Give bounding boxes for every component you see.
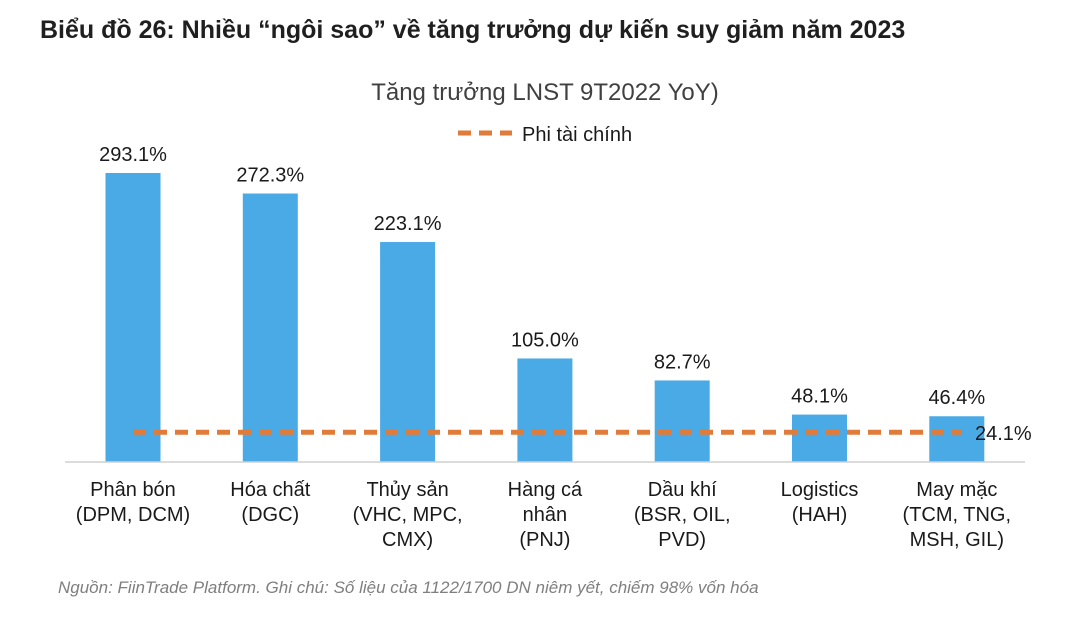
category-label-5-1: (HAH) bbox=[792, 504, 848, 526]
bar-value-label-3: 105.0% bbox=[511, 329, 579, 351]
bar-value-label-2: 223.1% bbox=[374, 213, 442, 235]
category-label-0-1: (DPM, DCM) bbox=[76, 504, 190, 526]
bar-0 bbox=[105, 173, 161, 462]
category-label-6-2: MSH, GIL) bbox=[910, 529, 1004, 551]
category-label-2-2: CMX) bbox=[382, 529, 433, 551]
source-note: Nguồn: FiinTrade Platform. Ghi chú: Số l… bbox=[58, 578, 759, 597]
category-label-4-1: (BSR, OIL, bbox=[634, 504, 731, 526]
category-label-1-1: (DGC) bbox=[241, 504, 299, 526]
bar-value-label-1: 272.3% bbox=[236, 165, 304, 187]
category-label-6-1: (TCM, TNG, bbox=[903, 504, 1012, 526]
category-label-1-0: Hóa chất bbox=[230, 479, 310, 501]
category-label-3-0: Hàng cá bbox=[508, 479, 583, 501]
category-label-4-0: Dầu khí bbox=[648, 479, 717, 501]
category-label-5-0: Logistics bbox=[781, 479, 859, 501]
category-label-6-0: May mặc bbox=[916, 479, 997, 501]
legend-label: Phi tài chính bbox=[522, 124, 632, 146]
category-label-3-1: nhân bbox=[523, 504, 568, 526]
bar-4 bbox=[654, 380, 710, 462]
bar-value-label-0: 293.1% bbox=[99, 144, 167, 166]
figure-title: Biểu đồ 26: Nhiều “ngôi sao” về tăng trư… bbox=[40, 16, 906, 44]
category-label-0-0: Phân bón bbox=[90, 479, 176, 501]
category-label-4-2: PVD) bbox=[658, 529, 706, 551]
bar-6 bbox=[929, 416, 985, 462]
chart-title: Tăng trưởng LNST 9T2022 YoY) bbox=[371, 79, 719, 106]
bar-5 bbox=[792, 414, 847, 462]
bar-1 bbox=[242, 193, 298, 463]
reference-line-label: 24.1% bbox=[975, 423, 1032, 445]
category-label-2-1: (VHC, MPC, bbox=[353, 504, 463, 526]
bar-value-label-4: 82.7% bbox=[654, 351, 711, 373]
bar-3 bbox=[517, 358, 573, 462]
category-label-3-2: (PNJ) bbox=[519, 529, 570, 551]
bar-value-label-5: 48.1% bbox=[791, 386, 848, 408]
bar-2 bbox=[380, 242, 436, 462]
category-label-2-0: Thủy sản bbox=[366, 479, 448, 501]
bar-value-label-6: 46.4% bbox=[928, 387, 985, 409]
